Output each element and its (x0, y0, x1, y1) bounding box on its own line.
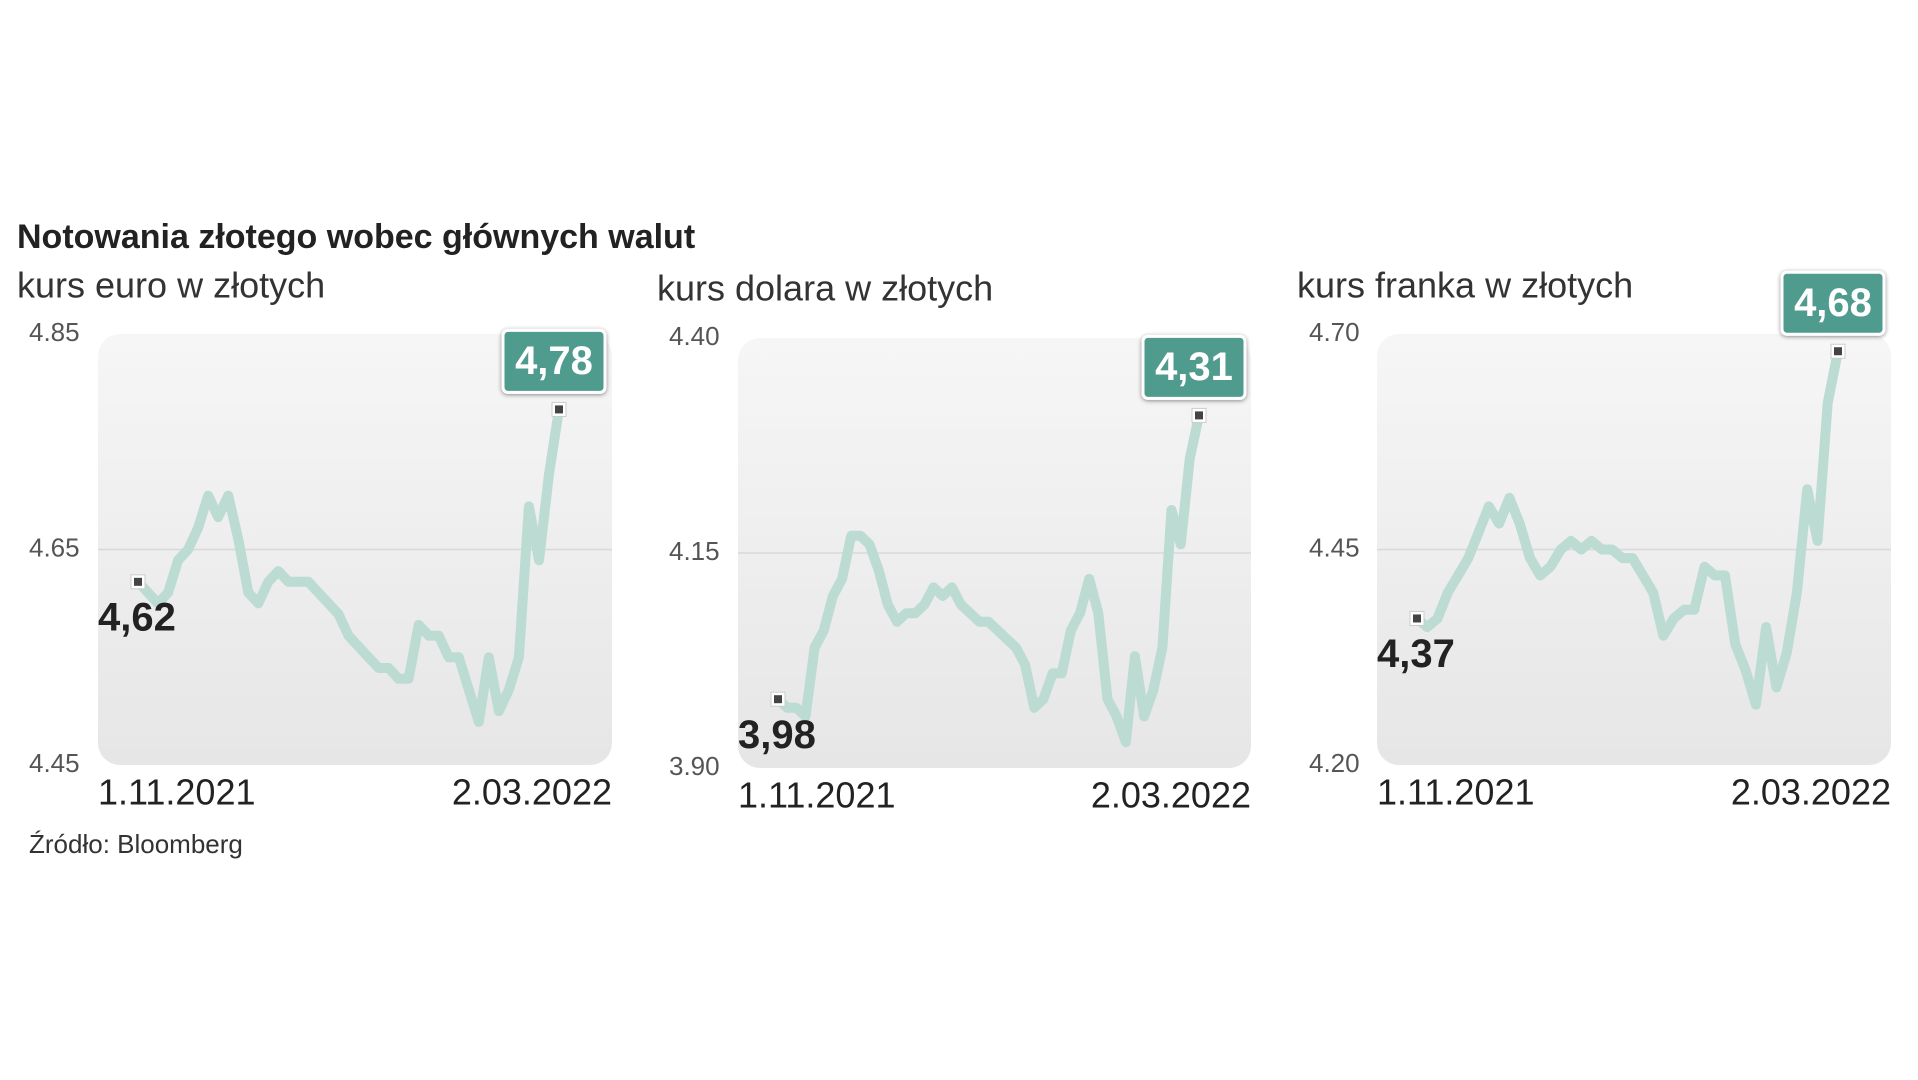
end-value-label: 4,31 (1155, 345, 1233, 389)
y-tick-label: 4.65 (29, 532, 80, 562)
point-marker-center (555, 405, 563, 414)
y-tick-label: 4.85 (29, 317, 80, 347)
y-tick-label: 3.90 (669, 751, 720, 781)
point-marker-center (1413, 614, 1421, 623)
x-tick-label: 2.03.2022 (1091, 775, 1251, 816)
point-marker-center (1834, 347, 1842, 356)
price-line (773, 410, 1204, 748)
x-tick-label: 2.03.2022 (452, 772, 612, 813)
x-tick-label: 1.11.2021 (98, 772, 255, 813)
point-marker-center (1195, 411, 1203, 420)
chart-subtitle: kurs euro w złotych (17, 265, 325, 306)
y-tick-label: 4.45 (1309, 532, 1360, 562)
page-title: Notowania złotego wobec głównych walut (17, 218, 695, 256)
y-tick-label: 4.45 (29, 748, 80, 778)
y-tick-label: 4.15 (669, 536, 720, 566)
start-value-label: 3,98 (738, 713, 816, 757)
y-tick-label: 4.40 (669, 321, 720, 351)
chart-subtitle: kurs franka w złotych (1297, 265, 1633, 306)
x-tick-label: 1.11.2021 (738, 775, 895, 816)
point-marker-center (774, 695, 782, 704)
start-value-label: 4,37 (1377, 632, 1455, 676)
price-line (133, 404, 564, 727)
chart-subtitle: kurs dolara w złotych (657, 268, 993, 309)
start-value-label: 4,62 (98, 595, 176, 639)
end-value-box (1141, 334, 1247, 400)
y-tick-label: 4.20 (1309, 748, 1360, 778)
y-tick-label: 4.70 (1309, 317, 1360, 347)
price-line (1412, 346, 1843, 710)
end-value-label: 4,68 (1794, 281, 1872, 325)
end-value-box (1780, 270, 1886, 336)
x-tick-label: 1.11.2021 (1377, 772, 1534, 813)
end-value-box (501, 328, 607, 394)
x-tick-label: 2.03.2022 (1731, 772, 1891, 813)
end-value-label: 4,78 (515, 339, 593, 383)
source: Źródło: Bloomberg (29, 829, 243, 859)
point-marker-center (134, 577, 142, 586)
